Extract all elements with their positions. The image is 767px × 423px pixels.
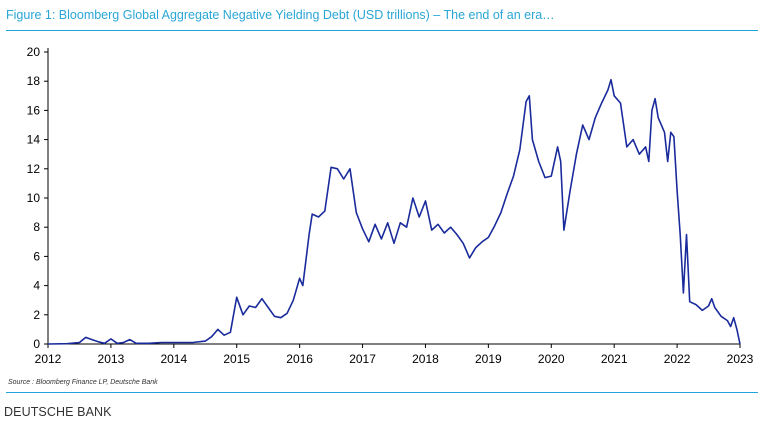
x-axis-tick-labels: 2012 2013 2014 2015 2016 2017 2018 2019 2020 2021… xyxy=(35,352,754,366)
brand-label: DEUTSCHE BANK xyxy=(4,405,112,419)
title-divider xyxy=(6,30,758,31)
y-axis-tick-labels: 0 2 4 6 8 10 12 14 16 18 20 xyxy=(27,45,41,351)
y-tick-label: 14 xyxy=(27,133,41,147)
x-tick-label: 2020 xyxy=(538,352,565,366)
x-tick-label: 2021 xyxy=(601,352,628,366)
x-tick-label: 2014 xyxy=(160,352,187,366)
y-tick-label: 20 xyxy=(27,45,41,59)
footer-divider xyxy=(6,392,758,393)
series-line xyxy=(47,78,741,345)
series-layer xyxy=(47,78,741,345)
x-tick-label: 2013 xyxy=(98,352,125,366)
y-tick-label: 12 xyxy=(27,162,41,176)
y-tick-label: 18 xyxy=(27,74,41,88)
x-tick-label: 2015 xyxy=(223,352,250,366)
x-tick-label: 2017 xyxy=(349,352,376,366)
x-tick-label: 2012 xyxy=(35,352,62,366)
x-tick-label: 2023 xyxy=(727,352,754,366)
y-tick-label: 6 xyxy=(33,249,40,263)
y-tick-label: 16 xyxy=(27,103,41,117)
y-tick-label: 8 xyxy=(33,220,40,234)
y-tick-label: 0 xyxy=(33,337,40,351)
x-tick-label: 2016 xyxy=(286,352,313,366)
chart-area: 0 2 4 6 8 10 12 14 16 18 20 2012 2013 2014 2015 2016 20… xyxy=(27,45,754,366)
chart-title: Figure 1: Bloomberg Global Aggregate Neg… xyxy=(6,8,555,22)
y-tick-label: 4 xyxy=(33,279,40,293)
y-tick-label: 2 xyxy=(33,308,40,322)
x-tick-label: 2019 xyxy=(475,352,502,366)
y-tick-label: 10 xyxy=(27,191,41,205)
x-tick-label: 2022 xyxy=(664,352,691,366)
source-note: Source : Bloomberg Finance LP, Deutsche … xyxy=(8,379,158,386)
x-tick-label: 2018 xyxy=(412,352,439,366)
axes xyxy=(44,48,741,348)
